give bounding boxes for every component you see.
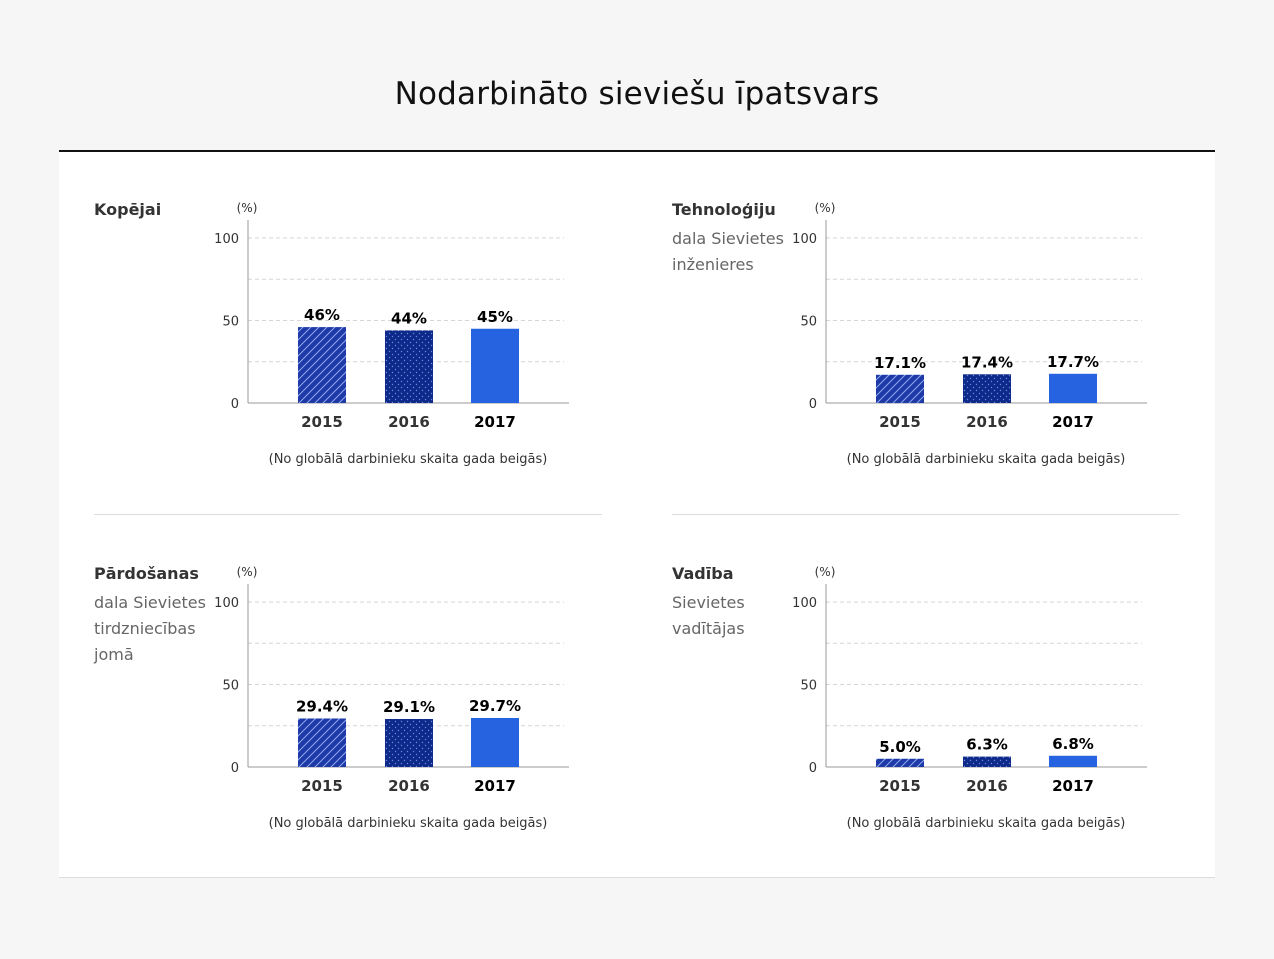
chart-panel-management: Vadība Sievietes vadītājas (%) 0 50 100 5.0%… bbox=[672, 564, 1232, 864]
x-tick-label: 2015 bbox=[301, 777, 343, 795]
bar-value-label: 45% bbox=[477, 308, 513, 326]
chart-title: Pārdošanas bbox=[94, 564, 199, 583]
y-tick-label: 50 bbox=[800, 315, 817, 330]
bar-value-label: 5.0% bbox=[879, 738, 921, 756]
bar-chart-management: (%) 0 50 100 5.0% 2015 6.3% 2016 6.8% 2017 (No glo… bbox=[792, 565, 1147, 831]
y-tick-label: 100 bbox=[792, 596, 817, 611]
bar-value-label: 17.4% bbox=[961, 353, 1013, 371]
bar-2016 bbox=[385, 718, 433, 767]
bar-2016 bbox=[963, 756, 1011, 767]
bar-2015 bbox=[298, 327, 346, 403]
bar-value-label: 29.7% bbox=[469, 697, 521, 715]
chart-subtitle: dala Sievietes inženieres bbox=[672, 229, 784, 274]
y-unit-label: (%) bbox=[237, 565, 258, 579]
bar-2017 bbox=[1049, 373, 1097, 403]
chart-subtitle: dala Sievietes tirdzniecības jomā bbox=[94, 593, 206, 664]
x-tick-label: 2016 bbox=[966, 413, 1008, 431]
bar-value-label: 6.3% bbox=[966, 736, 1008, 754]
divider-left bbox=[94, 514, 602, 515]
bar-chart-technology: (%) 0 50 100 17.1% 2015 17.4% 2016 17.7% 2017 (No … bbox=[792, 201, 1147, 467]
y-tick-label: 0 bbox=[809, 397, 817, 412]
bar-value-label: 29.1% bbox=[383, 698, 435, 716]
chart-panel-technology: Tehnoloģiju dala Sievietes inženieres (%… bbox=[672, 200, 1232, 500]
chart-panel-sales: Pārdošanas dala Sievietes tirdzniecības … bbox=[94, 564, 654, 864]
y-tick-label: 0 bbox=[231, 761, 239, 776]
bar-2016 bbox=[385, 330, 433, 403]
chart-note: (No globālā darbinieku skaita gada beigā… bbox=[847, 816, 1126, 831]
y-tick-label: 50 bbox=[222, 315, 239, 330]
divider-right bbox=[672, 514, 1179, 515]
y-tick-label: 0 bbox=[809, 761, 817, 776]
chart-note: (No globālā darbinieku skaita gada beigā… bbox=[269, 816, 548, 831]
bar-2015 bbox=[876, 374, 924, 403]
y-tick-label: 50 bbox=[222, 679, 239, 694]
x-tick-label: 2017 bbox=[474, 413, 516, 431]
x-tick-label: 2017 bbox=[474, 777, 516, 795]
y-unit-label: (%) bbox=[815, 565, 836, 579]
bar-2017 bbox=[1049, 755, 1097, 767]
y-tick-label: 100 bbox=[214, 596, 239, 611]
x-tick-label: 2017 bbox=[1052, 413, 1094, 431]
y-tick-label: 100 bbox=[214, 232, 239, 247]
bar-2016 bbox=[963, 374, 1011, 403]
x-tick-label: 2015 bbox=[879, 413, 921, 431]
chart-title: Vadība bbox=[672, 564, 734, 583]
bar-2015 bbox=[876, 758, 924, 767]
x-tick-label: 2016 bbox=[388, 777, 430, 795]
y-tick-label: 50 bbox=[800, 679, 817, 694]
bar-value-label: 6.8% bbox=[1052, 735, 1094, 753]
x-tick-label: 2017 bbox=[1052, 777, 1094, 795]
bar-value-label: 17.7% bbox=[1047, 353, 1099, 371]
bar-value-label: 17.1% bbox=[874, 354, 926, 372]
x-tick-label: 2016 bbox=[966, 777, 1008, 795]
chart-panel-total: Kopējai (%) 0 50 100 46% 2015 44% 2016 45% 2017 (N… bbox=[94, 200, 654, 500]
bar-chart-total: (%) 0 50 100 46% 2015 44% 2016 45% 2017 (No globāl… bbox=[214, 201, 569, 467]
y-tick-label: 0 bbox=[231, 397, 239, 412]
bar-2017 bbox=[471, 328, 519, 403]
bar-value-label: 46% bbox=[304, 306, 340, 324]
bar-value-label: 29.4% bbox=[296, 697, 348, 715]
y-unit-label: (%) bbox=[815, 201, 836, 215]
x-tick-label: 2015 bbox=[301, 413, 343, 431]
x-tick-label: 2015 bbox=[879, 777, 921, 795]
chart-note: (No globālā darbinieku skaita gada beigā… bbox=[847, 452, 1126, 467]
x-tick-label: 2016 bbox=[388, 413, 430, 431]
bar-value-label: 44% bbox=[391, 309, 427, 327]
page-title: Nodarbināto sieviešu īpatsvars bbox=[394, 76, 880, 112]
chart-note: (No globālā darbinieku skaita gada beigā… bbox=[269, 452, 548, 467]
bar-2017 bbox=[471, 717, 519, 767]
chart-subtitle: Sievietes vadītājas bbox=[672, 593, 745, 638]
y-tick-label: 100 bbox=[792, 232, 817, 247]
bar-2015 bbox=[298, 718, 346, 767]
y-unit-label: (%) bbox=[237, 201, 258, 215]
chart-title: Kopējai bbox=[94, 200, 162, 219]
bar-chart-sales: (%) 0 50 100 29.4% 2015 29.1% 2016 29.7% 2017 (No … bbox=[214, 565, 569, 831]
chart-title: Tehnoloģiju bbox=[672, 200, 776, 219]
